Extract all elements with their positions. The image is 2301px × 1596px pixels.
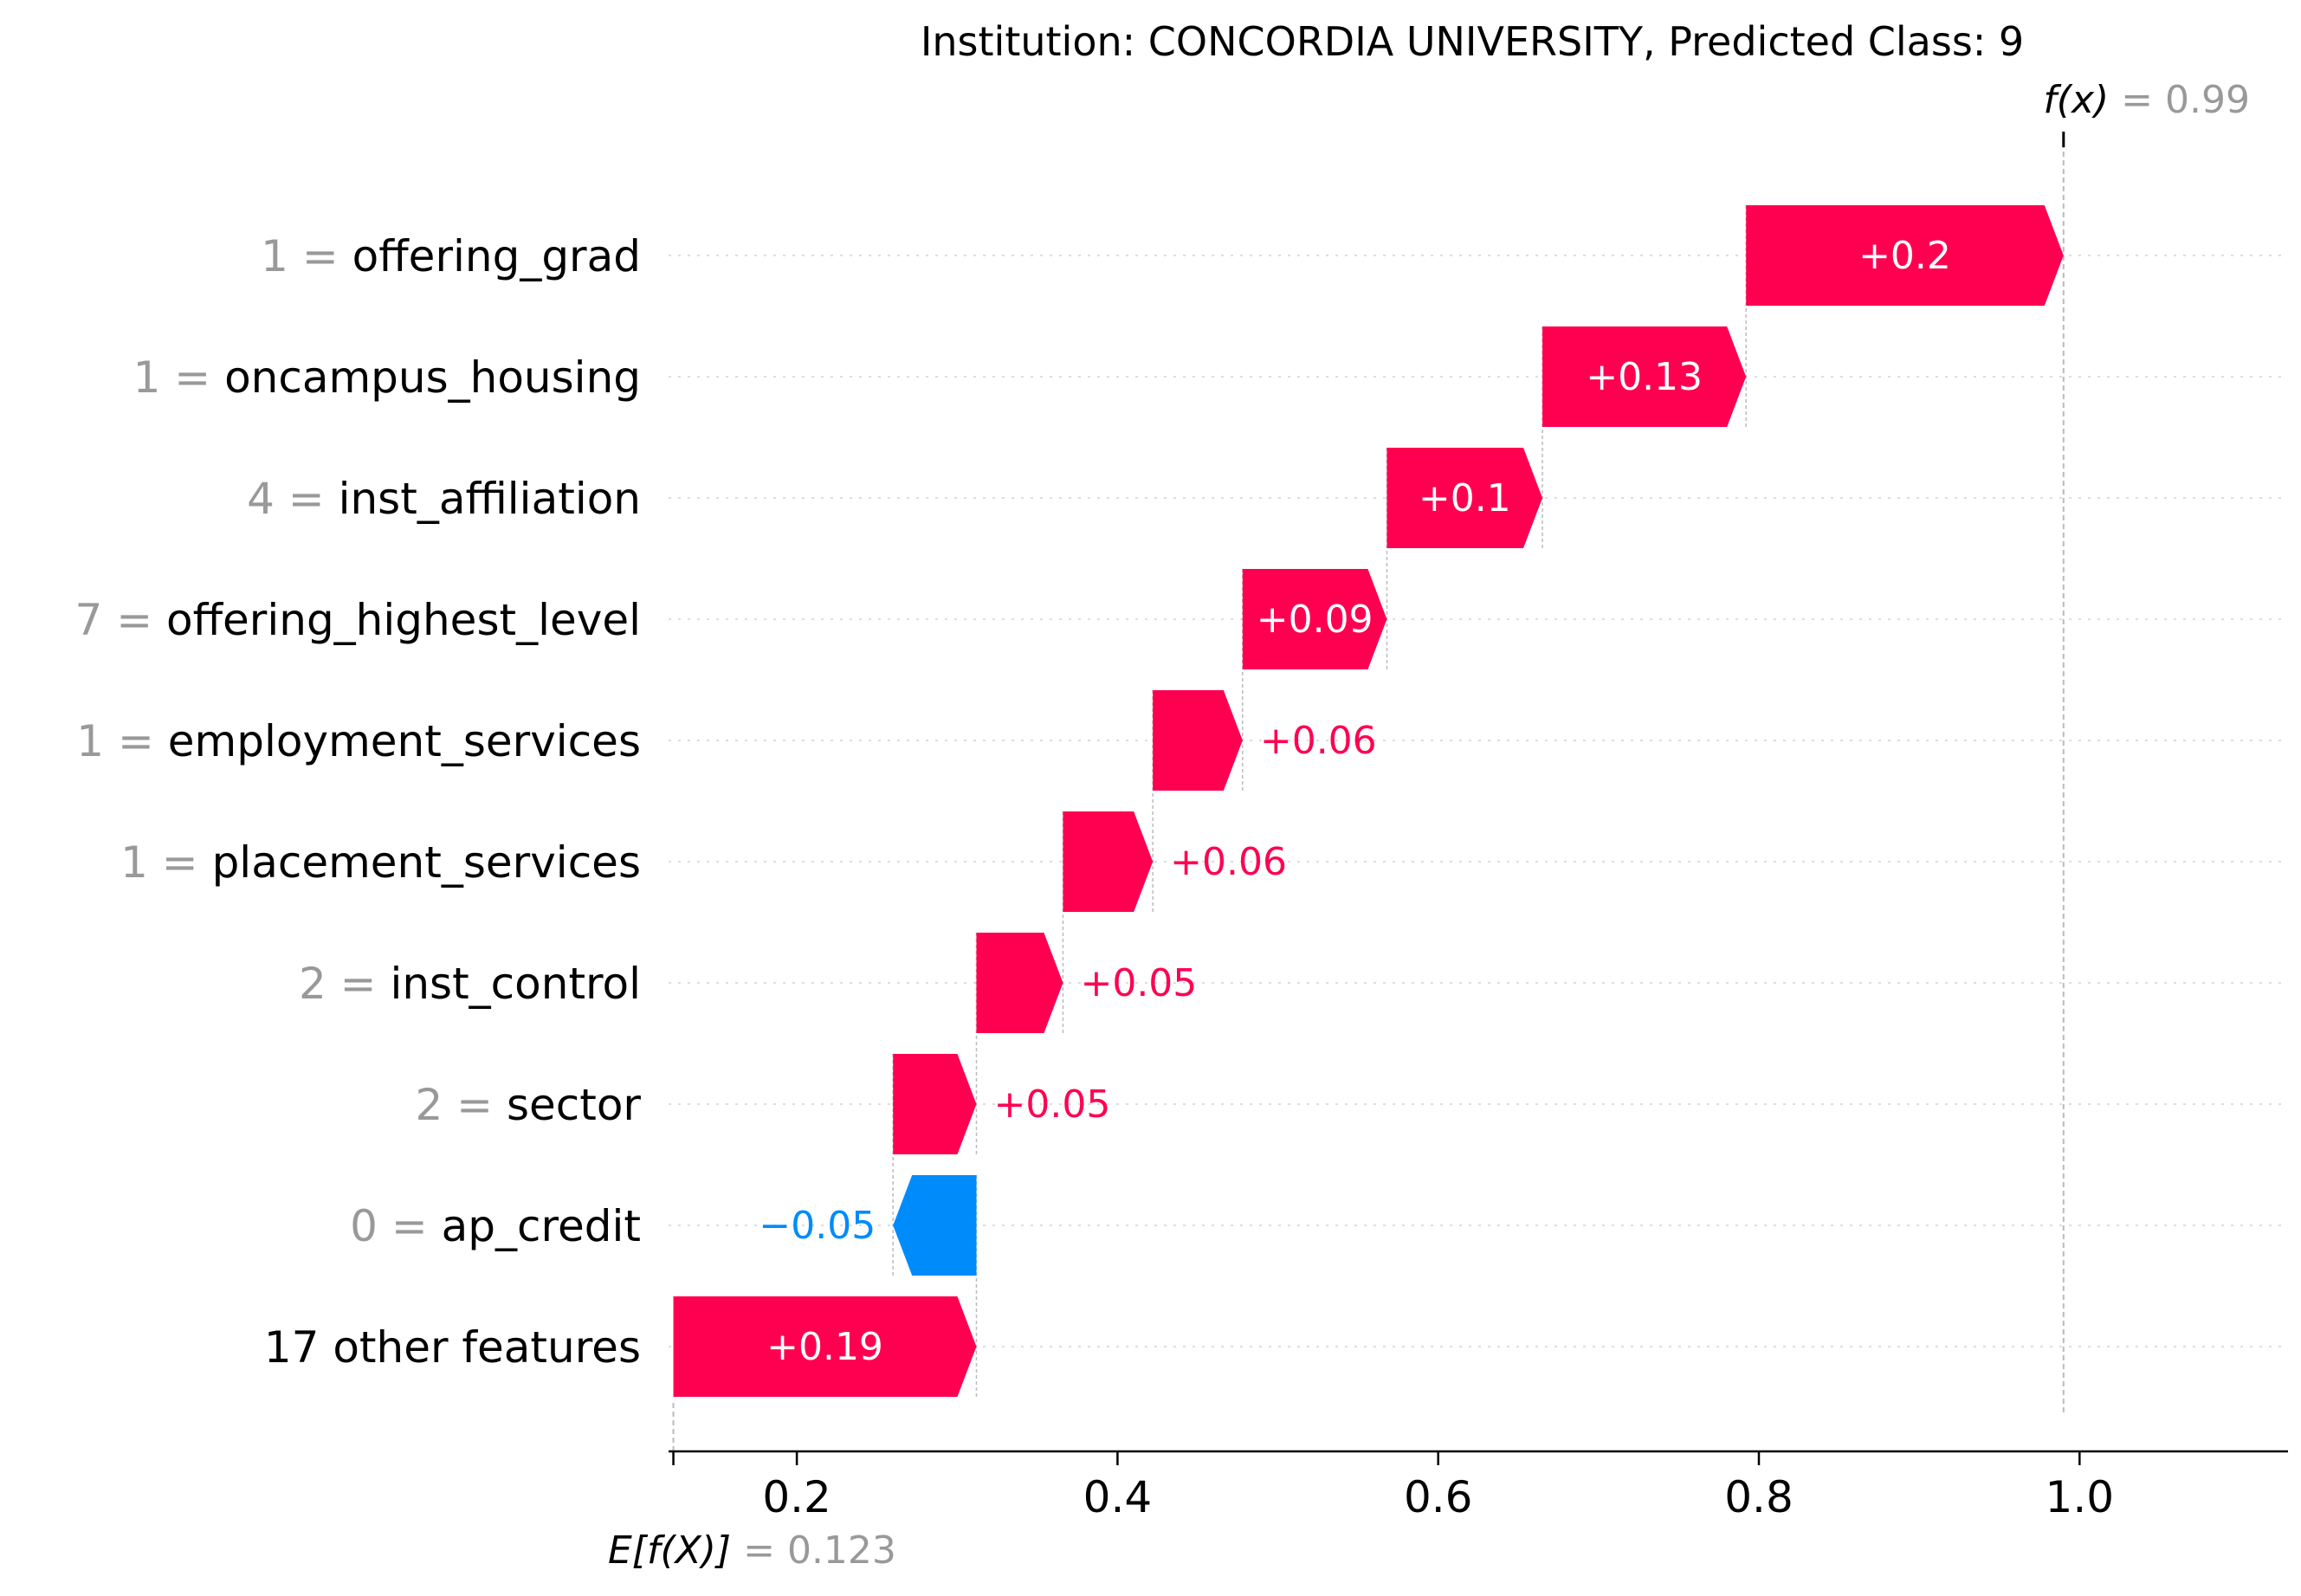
feature-name: inst_control bbox=[390, 959, 641, 1009]
base-value: = 0.123 bbox=[743, 1528, 896, 1573]
feature-name: employment_services bbox=[168, 716, 641, 766]
feature-value: 1 = bbox=[120, 837, 212, 888]
x-tick-label: 0.2 bbox=[762, 1472, 831, 1522]
feature-value: 1 = bbox=[76, 716, 168, 766]
fx-label: f(x) bbox=[2043, 78, 2121, 122]
waterfall-bar bbox=[1542, 326, 1747, 427]
contribution-label: +0.13 bbox=[1586, 355, 1703, 399]
feature-name: inst_affiliation bbox=[339, 474, 641, 524]
x-tick-label: 0.4 bbox=[1083, 1472, 1153, 1522]
contribution-label: +0.1 bbox=[1419, 476, 1511, 520]
contribution-label: +0.06 bbox=[1170, 840, 1287, 884]
feature-label: 4 = inst_affiliation bbox=[247, 474, 641, 524]
waterfall-bar bbox=[976, 933, 1063, 1033]
fx-value: = 0.99 bbox=[2121, 78, 2250, 122]
contribution-label: +0.06 bbox=[1260, 719, 1377, 763]
feature-name: oncampus_housing bbox=[224, 352, 641, 403]
feature-label: 1 = offering_grad bbox=[261, 231, 641, 281]
waterfall-bar bbox=[893, 1054, 977, 1154]
feature-label: 1 = placement_services bbox=[120, 837, 641, 888]
fx-annotation: f(x) = 0.99 bbox=[2043, 78, 2250, 122]
base-label: E[f(X)] bbox=[608, 1528, 743, 1573]
feature-label: 7 = offering_highest_level bbox=[75, 595, 642, 645]
feature-label: 17 other features bbox=[264, 1322, 641, 1373]
feature-name: sector bbox=[507, 1080, 641, 1130]
feature-label: 2 = inst_control bbox=[299, 959, 641, 1009]
feature-value: 1 = bbox=[133, 352, 225, 403]
contribution-label: +0.19 bbox=[766, 1325, 883, 1369]
feature-value: 0 = bbox=[350, 1201, 442, 1251]
feature-value: 7 = bbox=[75, 595, 167, 645]
feature-name: ap_credit bbox=[442, 1201, 641, 1251]
feature-value: 1 = bbox=[261, 231, 352, 281]
x-tick-label: 0.8 bbox=[1724, 1472, 1794, 1522]
waterfall-bar bbox=[893, 1175, 977, 1276]
feature-name: offering_grad bbox=[352, 231, 641, 281]
base-annotation: E[f(X)] = 0.123 bbox=[608, 1528, 896, 1573]
feature-name: placement_services bbox=[212, 837, 641, 888]
waterfall-bar bbox=[1746, 205, 2064, 306]
contribution-label: −0.05 bbox=[759, 1204, 876, 1248]
waterfall-bar bbox=[673, 1296, 977, 1397]
waterfall-bar bbox=[1153, 690, 1243, 791]
feature-name: 17 other features bbox=[264, 1322, 641, 1373]
contribution-label: +0.05 bbox=[993, 1082, 1110, 1127]
feature-value: 2 = bbox=[299, 959, 391, 1009]
feature-label: 1 = oncampus_housing bbox=[133, 352, 641, 403]
feature-label: 1 = employment_services bbox=[76, 716, 641, 766]
waterfall-bar bbox=[1063, 811, 1154, 912]
x-tick-label: 0.6 bbox=[1404, 1472, 1473, 1522]
feature-label: 0 = ap_credit bbox=[350, 1201, 641, 1251]
waterfall-bar bbox=[1386, 448, 1543, 548]
feature-value: 4 = bbox=[247, 474, 339, 524]
contribution-label: +0.05 bbox=[1080, 961, 1197, 1005]
feature-value: 2 = bbox=[415, 1080, 507, 1130]
feature-label: 2 = sector bbox=[415, 1080, 641, 1130]
feature-name: offering_highest_level bbox=[166, 595, 641, 645]
contribution-label: +0.2 bbox=[1858, 234, 1951, 278]
chart-title: Institution: CONCORDIA UNIVERSITY, Predi… bbox=[921, 18, 2024, 65]
contribution-label: +0.09 bbox=[1257, 598, 1373, 642]
waterfall-bar bbox=[1242, 569, 1387, 669]
x-tick-label: 1.0 bbox=[2046, 1472, 2115, 1522]
